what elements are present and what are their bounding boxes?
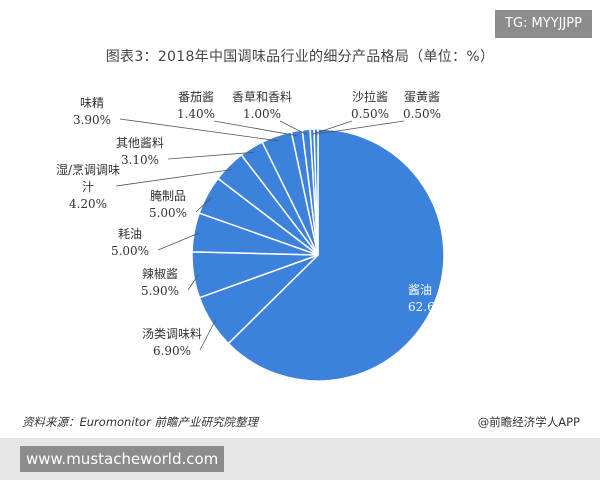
slice-value-label: 62.60%	[408, 300, 454, 314]
slice-name-label: 沙拉酱	[352, 89, 388, 104]
slice-name-label: 其他酱料	[116, 135, 164, 150]
credit-note: @前瞻经济学人APP	[477, 415, 580, 429]
slice-name-label: 味精	[80, 96, 104, 110]
slice-name-label: 汤类调味料	[142, 327, 202, 341]
leader-line	[195, 197, 212, 213]
slice-value-label: 6.90%	[153, 344, 191, 358]
leader-line	[115, 169, 233, 187]
pie-chart: 酱油 62.60% 汤类调味料 6.90% 辣椒酱 5.90% 耗油 5.00% 腌制品 5.00…	[55, 89, 454, 382]
slice-value-label: 1.40%	[177, 107, 215, 121]
slice-value-label: 0.50%	[351, 107, 389, 121]
slice-value-label: 5.00%	[149, 206, 187, 220]
slice-name-label: 辣椒酱	[142, 266, 178, 281]
slice-value-label: 5.00%	[111, 244, 149, 258]
slice-name-label: 耗油	[118, 227, 142, 241]
leader-line	[157, 232, 200, 251]
leader-line	[119, 118, 279, 142]
leader-line	[279, 120, 307, 135]
slice-name-label: 酱油	[408, 282, 432, 297]
slice-name-label: 香草和香料	[232, 90, 292, 104]
slice-value-label: 0.50%	[403, 107, 441, 121]
leader-line	[316, 120, 405, 135]
slice-value-label: 3.90%	[73, 113, 111, 127]
slice-name-label: 汁	[82, 180, 94, 194]
pie-slice	[227, 128, 445, 382]
slice-name-label: 湿/烹调调味	[56, 162, 120, 177]
leader-line	[213, 120, 298, 137]
watermark-tag: TG: MYYJJPP	[495, 10, 592, 38]
slice-value-label: 5.90%	[141, 284, 179, 298]
leader-line	[199, 319, 217, 351]
slice-value-label: 1.00%	[243, 107, 281, 121]
slice-value-label: 3.10%	[121, 153, 159, 167]
chart-title: 图表3：2018年中国调味品行业的细分产品格局（单位：%）	[105, 49, 495, 65]
slice-name-label: 腌制品	[150, 189, 186, 203]
source-note: 资料来源：Euromonitor 前瞻产业研究院整理	[22, 415, 258, 429]
site-url: www.mustacheworld.com	[20, 446, 225, 472]
leader-line	[312, 120, 353, 135]
pie-slice	[313, 128, 319, 256]
leader-line	[187, 274, 199, 291]
leader-line	[167, 151, 255, 160]
slice-value-label: 4.20%	[69, 197, 107, 211]
slice-name-label: 番茄酱	[178, 89, 214, 104]
slice-name-label: 蛋黄酱	[404, 89, 440, 104]
